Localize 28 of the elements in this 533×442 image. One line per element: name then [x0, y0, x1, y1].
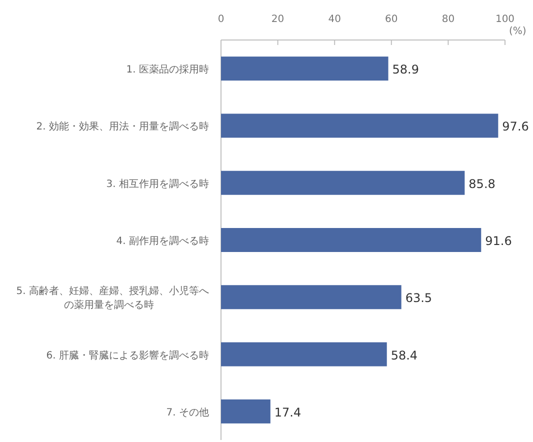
y-tick-label: 1. 医薬品の採用時 — [126, 64, 209, 76]
bar — [221, 114, 498, 138]
y-tick-label: 6. 肝臓・腎臓による影響を調べる時 — [46, 349, 209, 362]
bar — [221, 170, 465, 195]
x-tick-label: 20 — [271, 14, 284, 25]
data-label: 97.6 — [502, 120, 529, 134]
bar — [221, 285, 402, 310]
y-tick-label: 2. 効能・効果、用法・用量を調べる時 — [36, 120, 209, 133]
x-tick-label: 80 — [442, 14, 455, 25]
y-tick-label: 3. 相互作用を調べる時 — [106, 178, 209, 190]
data-label: 58.9 — [392, 62, 419, 77]
y-tick-label: 4. 副作用を調べる時 — [116, 235, 209, 247]
bar — [221, 228, 482, 252]
x-tick-label: 40 — [328, 14, 341, 25]
x-tick-label: 100 — [495, 14, 515, 25]
y-tick-label: 5. 高齢者、妊婦、産婦、授乳婦、小児等への薬用量を調べる時 — [16, 285, 209, 312]
data-label: 58.4 — [390, 348, 418, 362]
x-tick-label: 60 — [385, 14, 398, 25]
y-tick-label: 7. その他 — [166, 406, 209, 418]
bar — [221, 342, 387, 366]
data-label: 91.6 — [485, 234, 512, 248]
data-label: 17.4 — [274, 405, 302, 420]
data-label: 63.5 — [405, 291, 432, 306]
data-label: 85.8 — [468, 176, 496, 191]
bar — [221, 399, 270, 424]
x-tick-label: 0 — [218, 14, 224, 25]
bar — [221, 56, 388, 81]
x-axis-title: (%) — [509, 26, 526, 37]
